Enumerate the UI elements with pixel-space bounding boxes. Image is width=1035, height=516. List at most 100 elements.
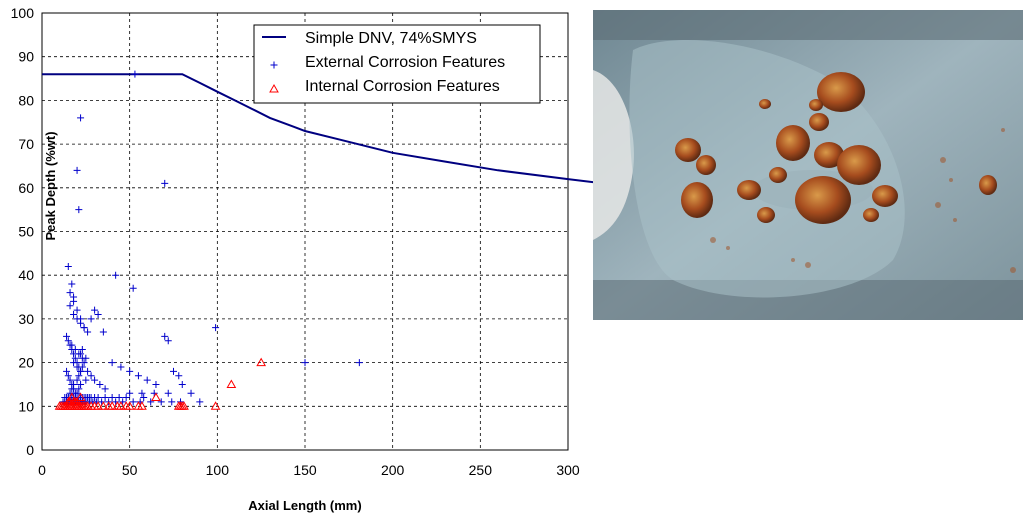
- external-point: [178, 380, 186, 388]
- y-tick-label: 10: [18, 398, 34, 414]
- external-point: [196, 398, 204, 406]
- external-point: [108, 359, 116, 367]
- internal-point: [70, 396, 81, 406]
- external-point: [161, 332, 169, 340]
- external-point: [212, 324, 220, 332]
- internal-point: [75, 392, 86, 402]
- external-point: [129, 398, 137, 406]
- external-point: [119, 398, 127, 406]
- external-point: [175, 372, 183, 380]
- external-point: [73, 376, 81, 384]
- external-point: [152, 380, 160, 388]
- external-point: [80, 324, 88, 332]
- internal-point: [210, 401, 221, 410]
- external-point: [117, 363, 125, 371]
- external-point: [164, 389, 172, 397]
- external-point: [112, 271, 120, 279]
- external-point: [73, 363, 81, 371]
- external-point: [143, 376, 151, 384]
- external-point: [70, 297, 78, 305]
- external-point: [84, 328, 92, 336]
- external-point: [170, 367, 177, 375]
- external-point: [84, 367, 92, 375]
- external-point: [75, 206, 83, 214]
- external-point: [134, 372, 142, 380]
- external-point: [140, 394, 148, 402]
- external-point: [122, 394, 130, 402]
- external-point: [87, 372, 95, 380]
- external-point: [161, 179, 169, 187]
- external-point: [70, 311, 78, 319]
- external-point: [355, 359, 363, 367]
- legend: Simple DNV, 74%SMYS External Corrosion Fe…: [253, 24, 541, 104]
- external-point: [115, 394, 123, 402]
- y-tick-label: 50: [18, 224, 34, 240]
- y-tick-label: 80: [18, 92, 34, 108]
- external-point: [101, 394, 109, 402]
- external-point: [77, 367, 85, 375]
- external-point: [68, 341, 76, 349]
- internal-point: [107, 401, 117, 410]
- rust-stains: [710, 128, 1016, 273]
- internal-point: [151, 392, 161, 402]
- external-point: [108, 394, 116, 402]
- external-point: [129, 284, 137, 292]
- external-point: [75, 350, 83, 358]
- external-point: [99, 328, 107, 336]
- internal-point: [66, 392, 77, 402]
- y-tick-label: 60: [18, 180, 34, 196]
- external-point: [131, 70, 139, 78]
- internal-point: [137, 401, 147, 410]
- external-point: [157, 398, 165, 406]
- external-point: [150, 389, 158, 397]
- external-point: [78, 354, 86, 362]
- external-point: [68, 385, 76, 393]
- external-point: [64, 372, 72, 380]
- y-tick-label: 40: [18, 267, 34, 283]
- x-tick-label: 150: [293, 462, 317, 478]
- corrosion-photo-image: [593, 10, 1023, 320]
- external-point: [112, 398, 120, 406]
- external-point: [82, 376, 90, 384]
- external-point: [98, 398, 106, 406]
- external-point: [66, 289, 74, 297]
- external-point: [164, 337, 172, 345]
- legend-label: Simple DNV, 74%SMYS: [305, 30, 477, 47]
- tick-labels: 0 50 100 150 200 250 300 0 10 20 30 40 50 60 70 80 90 100: [11, 5, 580, 478]
- legend-label: Internal Corrosion Features: [305, 78, 500, 95]
- internal-point: [98, 401, 109, 410]
- external-point: [138, 389, 146, 397]
- x-tick-label: 250: [469, 462, 493, 478]
- external-point: [66, 302, 74, 310]
- x-tick-label: 300: [556, 462, 580, 478]
- external-point: [101, 385, 109, 393]
- external-point: [168, 398, 176, 406]
- legend-triangle-swatch: [269, 83, 279, 93]
- external-point: [91, 306, 99, 314]
- external-point: [77, 315, 85, 323]
- external-point: [71, 354, 79, 362]
- internal-point: [124, 401, 135, 410]
- external-point: [66, 376, 74, 384]
- series-layer: [42, 70, 600, 410]
- y-tick-label: 100: [11, 5, 35, 21]
- internal-point: [93, 401, 103, 410]
- x-tick-label: 0: [38, 462, 46, 478]
- external-point: [63, 332, 71, 340]
- internal-point: [226, 379, 237, 388]
- external-point: [70, 380, 78, 388]
- external-point: [301, 359, 309, 367]
- external-point: [64, 337, 72, 345]
- external-point: [94, 311, 102, 319]
- y-tick-label: 70: [18, 136, 34, 152]
- y-axis-title: Peak Depth (%wt): [43, 131, 58, 240]
- external-point: [78, 345, 86, 353]
- external-point: [91, 376, 99, 384]
- external-point: [64, 262, 72, 270]
- external-point: [80, 359, 88, 367]
- external-point: [75, 372, 83, 380]
- internal-point: [179, 401, 189, 410]
- external-point: [147, 398, 155, 406]
- external-point: [126, 367, 134, 375]
- internal-point: [116, 401, 126, 410]
